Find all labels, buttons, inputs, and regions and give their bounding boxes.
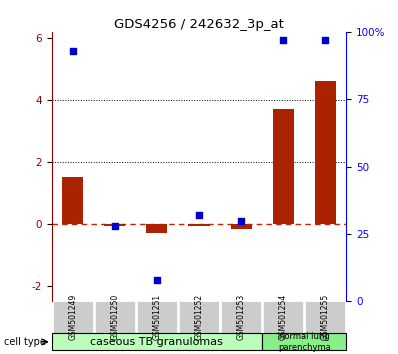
- Text: normal lung
parenchyma: normal lung parenchyma: [278, 332, 331, 352]
- Point: [280, 37, 286, 43]
- Point: [322, 37, 328, 43]
- FancyBboxPatch shape: [137, 302, 177, 333]
- Text: cell type: cell type: [4, 337, 46, 347]
- Point: [238, 218, 244, 223]
- Text: GSM501252: GSM501252: [195, 294, 203, 341]
- Text: GSM501249: GSM501249: [68, 294, 77, 341]
- Point: [70, 48, 76, 53]
- Text: GSM501255: GSM501255: [321, 294, 330, 341]
- Title: GDS4256 / 242632_3p_at: GDS4256 / 242632_3p_at: [114, 18, 284, 31]
- FancyBboxPatch shape: [52, 333, 262, 350]
- Text: caseous TB granulomas: caseous TB granulomas: [90, 337, 223, 347]
- Text: GSM501254: GSM501254: [279, 294, 288, 341]
- Bar: [315, 81, 336, 224]
- FancyBboxPatch shape: [179, 302, 219, 333]
- FancyBboxPatch shape: [95, 302, 135, 333]
- Bar: [104, 224, 125, 225]
- Text: GSM501251: GSM501251: [152, 294, 162, 341]
- Point: [196, 212, 202, 218]
- FancyBboxPatch shape: [53, 302, 93, 333]
- Bar: [189, 224, 209, 225]
- Bar: [230, 224, 252, 229]
- FancyBboxPatch shape: [221, 302, 261, 333]
- Text: GSM501253: GSM501253: [236, 294, 246, 341]
- Bar: [146, 224, 168, 233]
- FancyBboxPatch shape: [263, 302, 303, 333]
- FancyBboxPatch shape: [305, 302, 345, 333]
- Point: [112, 223, 118, 229]
- Bar: [62, 177, 83, 224]
- Point: [154, 277, 160, 283]
- FancyBboxPatch shape: [262, 333, 346, 350]
- Text: GSM501250: GSM501250: [110, 294, 119, 341]
- Bar: [273, 109, 294, 224]
